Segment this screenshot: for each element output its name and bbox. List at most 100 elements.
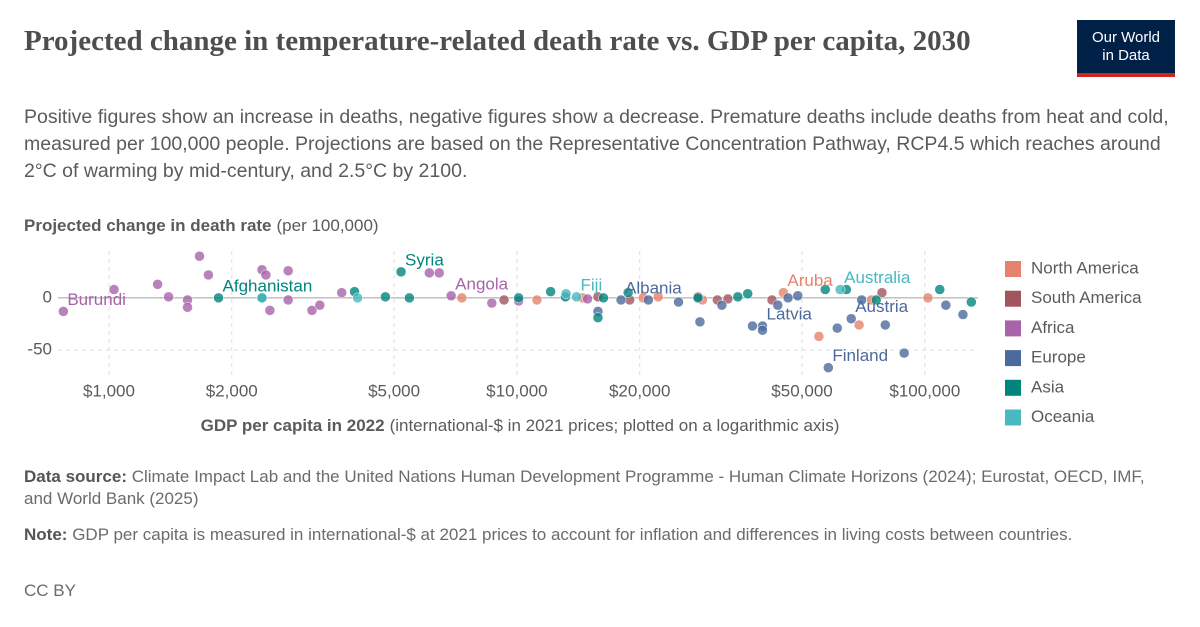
x-axis-title-unit: (international-$ in 2021 prices; plotted… [390,416,840,435]
point-label: Latvia [766,304,812,323]
point [531,294,543,306]
logo[interactable]: Our World in Data [1077,20,1175,77]
point [152,279,163,290]
point [182,302,193,313]
legend-swatch [1005,379,1021,396]
point [592,312,604,323]
y-axis-title-unit: (per 100,000) [277,216,379,235]
point [486,297,498,309]
point [582,293,593,305]
x-tick-label: $20,000 [609,381,670,400]
point [282,294,294,306]
point [445,290,457,302]
point [213,292,224,304]
point [772,299,784,311]
point [456,292,468,304]
point [845,313,857,324]
point-label: Fiji [581,275,603,294]
point [813,331,825,342]
x-axis-title: GDP per capita in 2022 (international-$ i… [201,416,840,435]
point [395,266,407,278]
point [747,320,758,332]
point [792,290,803,302]
point [673,296,684,308]
point [694,316,706,328]
point [732,291,744,303]
x-axis-title-main: GDP per capita in 2022 [201,416,385,435]
legend-swatch [1005,350,1021,367]
point-label: Syria [405,250,444,269]
note-label: Note: [24,525,68,544]
x-tick-label: $50,000 [771,381,832,400]
point [194,250,205,262]
source: Data source: Climate Impact Lab and the … [24,466,1154,510]
note: Note: GDP per capita is measured in inte… [24,524,1154,546]
legend-label: Oceania [1031,407,1095,426]
point-label: Albania [625,278,682,297]
point [957,309,969,320]
point [823,362,834,373]
point [716,299,728,311]
point [832,322,843,334]
logo-text: in Data [1102,47,1150,64]
source-text: Climate Impact Lab and the United Nation… [24,467,1145,508]
point [853,319,865,331]
point [336,287,347,298]
y-axis-title: Projected change in death rate (per 100,0… [24,216,379,235]
point [643,294,654,306]
point [922,292,934,304]
point-label: Finland [832,346,888,365]
legend-label: Europe [1031,348,1086,367]
point [856,294,867,306]
point [880,319,891,331]
y-tick-label: -50 [27,339,52,358]
point [498,294,510,306]
x-tick-label: $1,000 [83,381,135,400]
license: CC BY [24,581,76,600]
point [615,294,627,306]
point [819,284,831,295]
legend-swatch [1005,320,1021,337]
legend-label: Africa [1031,318,1075,337]
point [264,305,276,316]
point [424,267,435,279]
legend-label: South America [1031,288,1142,307]
point [163,291,174,303]
point [256,292,268,304]
point-label: Australia [844,268,911,287]
point [571,291,582,303]
point [692,292,704,304]
point [282,265,294,277]
point [934,284,946,295]
x-tick-label: $5,000 [368,381,420,400]
point [834,284,846,295]
point [352,292,363,304]
point [782,292,794,304]
point-label: Angola [455,274,508,293]
legend-swatch [1005,290,1021,307]
point-label: Burundi [67,290,126,309]
point [757,324,768,336]
point [898,347,910,359]
point [433,267,445,279]
point-label: Austria [855,297,908,316]
point-label: Afghanistan [223,276,313,295]
point [560,288,572,299]
point [598,292,609,304]
chart-title: Projected change in temperature-related … [24,25,971,57]
x-tick-label: $100,000 [889,381,960,400]
point [404,292,415,304]
logo-text: Our World [1091,29,1161,46]
point [870,294,882,306]
legend-label: North America [1031,258,1139,277]
point [966,296,977,308]
point [260,269,272,281]
point [622,287,634,298]
x-tick-label: $2,000 [206,381,258,400]
point [742,288,753,299]
point-label: Aruba [787,271,833,290]
point [203,269,214,281]
point [380,291,391,303]
